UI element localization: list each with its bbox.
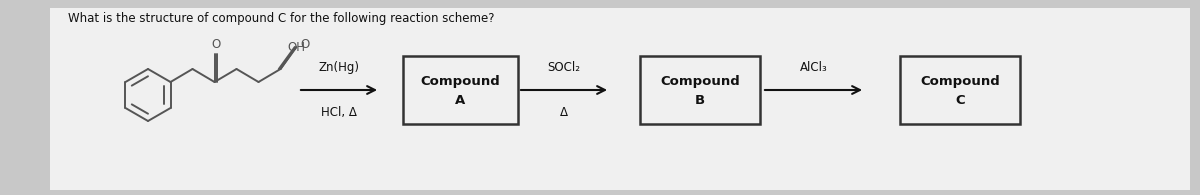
Text: C: C: [955, 93, 965, 106]
Text: O: O: [211, 38, 220, 51]
Text: Compound: Compound: [920, 74, 1000, 88]
Text: Compound: Compound: [420, 74, 500, 88]
Text: Δ: Δ: [560, 106, 568, 119]
Text: SOCl₂: SOCl₂: [547, 61, 581, 74]
Text: HCl, Δ: HCl, Δ: [322, 106, 356, 119]
Text: O: O: [300, 37, 310, 51]
Text: Zn(Hg): Zn(Hg): [318, 61, 360, 74]
Bar: [640, 56, 760, 124]
Bar: [402, 56, 517, 124]
Bar: [900, 56, 1020, 124]
Text: Compound: Compound: [660, 74, 740, 88]
Text: B: B: [695, 93, 706, 106]
Text: AlCl₃: AlCl₃: [799, 61, 827, 74]
Text: A: A: [455, 93, 466, 106]
Text: What is the structure of compound C for the following reaction scheme?: What is the structure of compound C for …: [68, 12, 494, 25]
Text: OH: OH: [288, 41, 306, 54]
